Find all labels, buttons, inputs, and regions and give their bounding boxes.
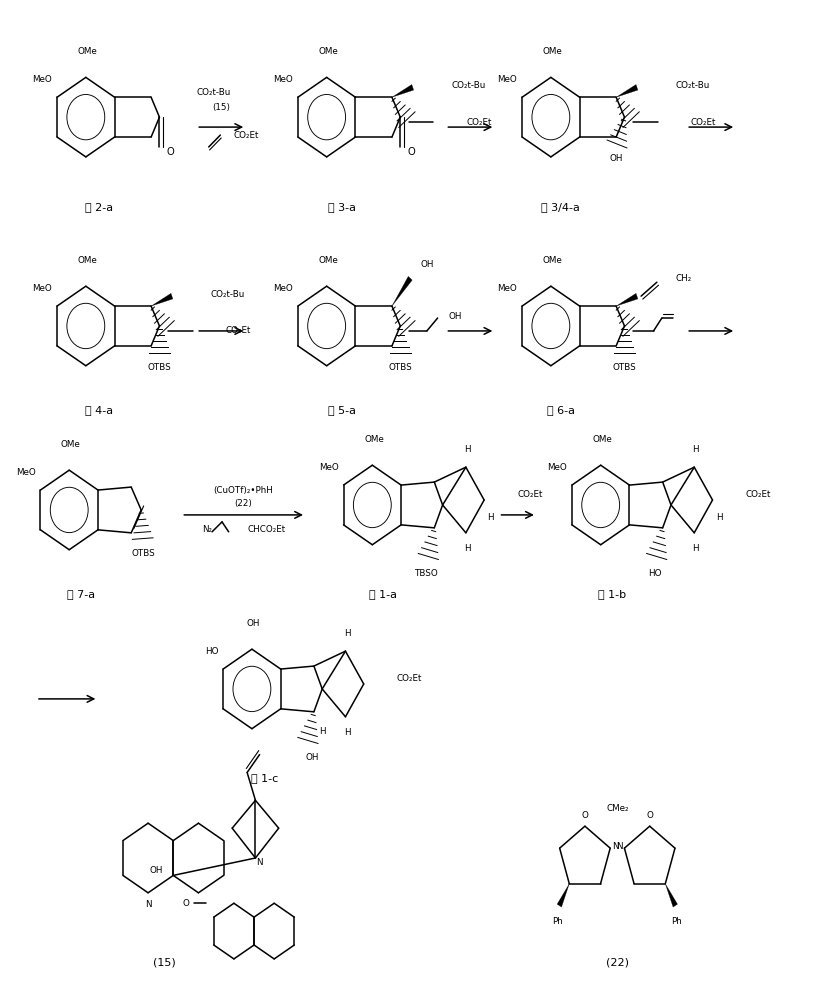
Text: (15): (15) [212, 103, 230, 112]
Text: N: N [257, 858, 263, 867]
Text: H: H [716, 513, 722, 522]
Text: CO₂t-Bu: CO₂t-Bu [676, 81, 711, 90]
Text: H: H [319, 727, 325, 736]
Polygon shape [557, 884, 569, 907]
Text: MeO: MeO [497, 75, 517, 84]
Text: MeO: MeO [33, 75, 52, 84]
Text: OH: OH [609, 154, 623, 163]
Text: MeO: MeO [273, 284, 293, 293]
Polygon shape [616, 293, 638, 306]
Text: CO₂Et: CO₂Et [517, 490, 543, 499]
Text: 式 7-a: 式 7-a [67, 589, 95, 599]
Text: O: O [407, 147, 415, 157]
Text: OMe: OMe [543, 47, 563, 56]
Text: O: O [166, 147, 174, 157]
Text: O: O [582, 811, 589, 820]
Text: (CuOTf)₂•PhH: (CuOTf)₂•PhH [214, 486, 273, 495]
Text: MeO: MeO [273, 75, 293, 84]
Text: CO₂Et: CO₂Et [691, 118, 716, 127]
Polygon shape [665, 884, 677, 907]
Text: H: H [692, 445, 699, 454]
Text: (15): (15) [153, 957, 176, 967]
Text: CO₂Et: CO₂Et [466, 118, 492, 127]
Text: OTBS: OTBS [389, 363, 412, 372]
Text: 式 2-a: 式 2-a [85, 202, 113, 212]
Text: H: H [692, 544, 699, 553]
Polygon shape [392, 85, 414, 97]
Text: 式 6-a: 式 6-a [547, 405, 575, 415]
Text: (22): (22) [606, 957, 629, 967]
Text: MeO: MeO [548, 463, 567, 472]
Text: OMe: OMe [593, 435, 612, 444]
Text: CO₂Et: CO₂Et [746, 490, 771, 499]
Text: CO₂Et: CO₂Et [397, 674, 422, 683]
Text: OH: OH [305, 753, 319, 762]
Text: MeO: MeO [497, 284, 517, 293]
Text: OMe: OMe [78, 256, 97, 265]
Text: CHCO₂Et: CHCO₂Et [247, 525, 286, 534]
Text: OH: OH [421, 260, 434, 269]
Text: N₂: N₂ [202, 525, 212, 534]
Text: 式 4-a: 式 4-a [85, 405, 113, 415]
Text: OTBS: OTBS [148, 363, 171, 372]
Text: HO: HO [648, 569, 661, 578]
Text: 式 3-a: 式 3-a [328, 202, 355, 212]
Text: OMe: OMe [319, 256, 339, 265]
Text: CO₂t-Bu: CO₂t-Bu [211, 290, 245, 299]
Polygon shape [392, 276, 412, 306]
Text: CO₂Et: CO₂Et [226, 326, 252, 335]
Text: MeO: MeO [16, 468, 35, 477]
Text: MeO: MeO [319, 463, 339, 472]
Text: TBSO: TBSO [414, 569, 438, 578]
Text: OTBS: OTBS [613, 363, 636, 372]
Polygon shape [151, 293, 173, 306]
Text: 式 5-a: 式 5-a [328, 405, 355, 415]
Text: HO: HO [205, 647, 218, 656]
Text: N: N [145, 900, 151, 909]
Text: CMe₂: CMe₂ [606, 804, 629, 813]
Text: OMe: OMe [61, 440, 81, 449]
Text: Ph: Ph [671, 917, 682, 926]
Text: H: H [487, 513, 494, 522]
Text: 式 1-b: 式 1-b [599, 589, 626, 599]
Text: OTBS: OTBS [132, 549, 155, 558]
Text: OH: OH [448, 312, 462, 321]
Text: OMe: OMe [543, 256, 563, 265]
Text: (22): (22) [235, 499, 252, 508]
Text: Ph: Ph [553, 917, 563, 926]
Text: H: H [344, 728, 350, 737]
Text: O: O [646, 811, 653, 820]
Text: H: H [464, 445, 471, 454]
Text: MeO: MeO [33, 284, 52, 293]
Text: 式 1-c: 式 1-c [251, 773, 278, 783]
Text: 式 3/4-a: 式 3/4-a [542, 202, 580, 212]
Polygon shape [616, 85, 638, 97]
Text: OH: OH [247, 619, 260, 628]
Text: CO₂t-Bu: CO₂t-Bu [451, 81, 486, 90]
Text: OMe: OMe [319, 47, 339, 56]
Text: CO₂t-Bu: CO₂t-Bu [196, 88, 231, 97]
Text: OH: OH [150, 866, 163, 875]
Text: O: O [182, 899, 189, 908]
Text: H: H [344, 629, 350, 638]
Text: OMe: OMe [364, 435, 384, 444]
Text: CO₂Et: CO₂Et [233, 131, 259, 140]
Text: CH₂: CH₂ [676, 274, 692, 283]
Text: N: N [616, 842, 623, 851]
Text: OMe: OMe [78, 47, 97, 56]
Text: N: N [612, 842, 618, 851]
Text: 式 1-a: 式 1-a [370, 589, 397, 599]
Text: H: H [464, 544, 471, 553]
